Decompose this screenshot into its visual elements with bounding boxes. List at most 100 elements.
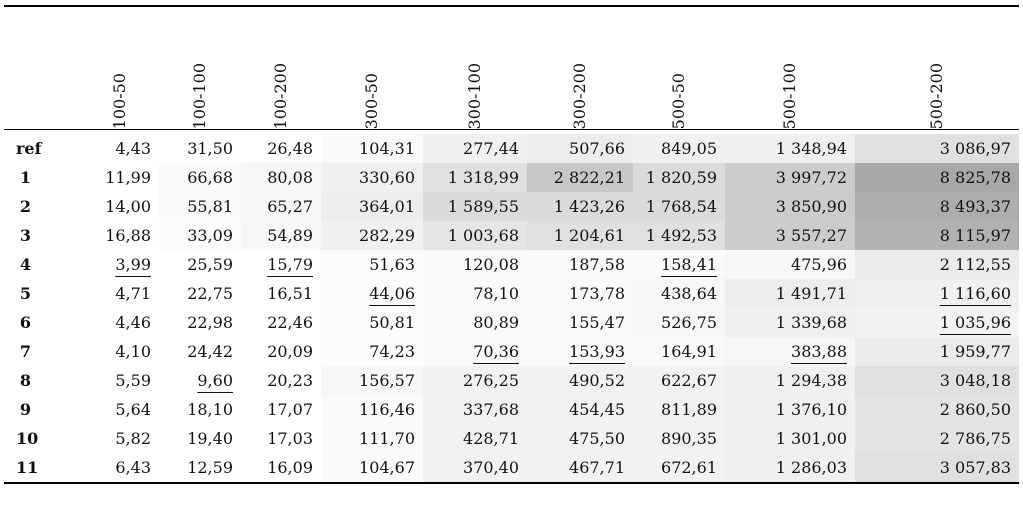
table-row: 2 14,00 55,81 65,27 364,01 1 589,55 1 423,26 1 … xyxy=(4,192,1019,221)
cell-value: 4,71 xyxy=(115,284,151,303)
column-header-label: 300-100 xyxy=(465,62,484,129)
cell-value: 24,42 xyxy=(187,342,233,361)
table-cell: 438,64 xyxy=(633,279,725,308)
table-cell: 22,75 xyxy=(159,279,241,308)
table-cell: 5,59 xyxy=(81,366,159,395)
cell-value: 1 035,96 xyxy=(939,313,1011,332)
table-row: 1 11,99 66,68 80,08 330,60 1 318,99 2 822,21 1 … xyxy=(4,163,1019,192)
table-cell: 1 376,10 xyxy=(725,395,855,424)
cell-value: 3 557,27 xyxy=(775,226,847,245)
column-header: 500-50 xyxy=(633,7,725,129)
cell-value: 1 820,59 xyxy=(645,168,717,187)
table-cell: 44,06 xyxy=(321,279,423,308)
cell-value: 1 294,38 xyxy=(775,371,847,390)
header-corner xyxy=(4,7,81,129)
row-label: 2 xyxy=(19,197,32,216)
cell-value: 11,99 xyxy=(105,168,151,187)
cell-value: 9,60 xyxy=(197,371,233,390)
table-cell: 3 850,90 xyxy=(725,192,855,221)
cell-value: 1 348,94 xyxy=(775,139,847,158)
table-cell: 6,43 xyxy=(81,453,159,482)
table-cell: 155,47 xyxy=(527,308,633,337)
table-cell: 17,07 xyxy=(241,395,321,424)
cell-value: 8 115,97 xyxy=(939,226,1011,245)
table-cell: 454,45 xyxy=(527,395,633,424)
table-cell: 50,81 xyxy=(321,308,423,337)
table-cell: 370,40 xyxy=(423,453,527,482)
cell-value: 3,99 xyxy=(115,255,151,274)
row-label: 1 xyxy=(19,168,32,187)
table-cell: 25,59 xyxy=(159,250,241,279)
table-cell: 475,50 xyxy=(527,424,633,453)
results-table: 100-50 100-100 100-200 300-50 300-100 300-200… xyxy=(4,5,1019,484)
cell-value: 20,09 xyxy=(267,342,313,361)
cell-value: 1 204,61 xyxy=(553,226,625,245)
table-cell: 17,03 xyxy=(241,424,321,453)
table-cell: 277,44 xyxy=(423,134,527,163)
row-label: 6 xyxy=(19,313,32,332)
cell-value: 18,10 xyxy=(187,400,233,419)
table-cell: 1 589,55 xyxy=(423,192,527,221)
cell-value: 849,05 xyxy=(661,139,717,158)
table-row: 10 5,82 19,40 17,03 111,70 428,71 475,50 890,35… xyxy=(4,424,1019,453)
table-cell: 507,66 xyxy=(527,134,633,163)
cell-value: 164,91 xyxy=(661,342,717,361)
cell-value: 1 318,99 xyxy=(447,168,519,187)
cell-value: 3 997,72 xyxy=(775,168,847,187)
cell-value: 337,68 xyxy=(463,400,519,419)
table-cell: 70,36 xyxy=(423,337,527,366)
table-cell: 116,46 xyxy=(321,395,423,424)
cell-value: 526,75 xyxy=(661,313,717,332)
table-cell: 158,41 xyxy=(633,250,725,279)
cell-value: 2 112,55 xyxy=(939,255,1011,274)
cell-value: 454,45 xyxy=(569,400,625,419)
table-body: ref 4,43 31,50 26,48 104,31 277,44 507,66 849,0… xyxy=(4,134,1019,482)
cell-value: 16,51 xyxy=(267,284,313,303)
table-cell: 1 318,99 xyxy=(423,163,527,192)
table-cell: 80,89 xyxy=(423,308,527,337)
cell-value: 383,88 xyxy=(791,342,847,361)
table-cell: 3 057,83 xyxy=(855,453,1019,482)
cell-value: 16,09 xyxy=(267,458,313,477)
cell-value: 22,98 xyxy=(187,313,233,332)
row-label: 4 xyxy=(19,255,32,274)
cell-value: 467,71 xyxy=(569,458,625,477)
table-cell: 890,35 xyxy=(633,424,725,453)
cell-value: 2 822,21 xyxy=(553,168,625,187)
cell-value: 5,59 xyxy=(115,371,151,390)
column-header-label: 100-50 xyxy=(110,72,129,129)
cell-value: 74,23 xyxy=(369,342,415,361)
table-cell: 19,40 xyxy=(159,424,241,453)
table-cell: 14,00 xyxy=(81,192,159,221)
table-cell: 2 112,55 xyxy=(855,250,1019,279)
cell-value: 12,59 xyxy=(187,458,233,477)
table-cell: 104,31 xyxy=(321,134,423,163)
column-header-label: 500-100 xyxy=(780,62,799,129)
row-label: 10 xyxy=(16,429,39,448)
table-cell: 3 048,18 xyxy=(855,366,1019,395)
cell-value: 507,66 xyxy=(569,139,625,158)
table-cell: 4,71 xyxy=(81,279,159,308)
row-label: 5 xyxy=(19,284,32,303)
column-header-label: 100-200 xyxy=(271,62,290,129)
cell-value: 672,61 xyxy=(661,458,717,477)
table-cell: 2 860,50 xyxy=(855,395,1019,424)
cell-value: 55,81 xyxy=(187,197,233,216)
cell-value: 475,96 xyxy=(791,255,847,274)
table-cell: 153,93 xyxy=(527,337,633,366)
table-cell: 467,71 xyxy=(527,453,633,482)
table-cell: 120,08 xyxy=(423,250,527,279)
cell-value: 6,43 xyxy=(115,458,151,477)
cell-value: 1 286,03 xyxy=(775,458,847,477)
cell-value: 1 768,54 xyxy=(645,197,717,216)
table-cell: 9,60 xyxy=(159,366,241,395)
table-cell: 65,27 xyxy=(241,192,321,221)
cell-value: 2 786,75 xyxy=(939,429,1011,448)
cell-value: 187,58 xyxy=(569,255,625,274)
cell-value: 1 423,26 xyxy=(553,197,625,216)
table-cell: 1 301,00 xyxy=(725,424,855,453)
cell-value: 14,00 xyxy=(105,197,151,216)
cell-value: 490,52 xyxy=(569,371,625,390)
cell-value: 622,67 xyxy=(661,371,717,390)
cell-value: 2 860,50 xyxy=(939,400,1011,419)
